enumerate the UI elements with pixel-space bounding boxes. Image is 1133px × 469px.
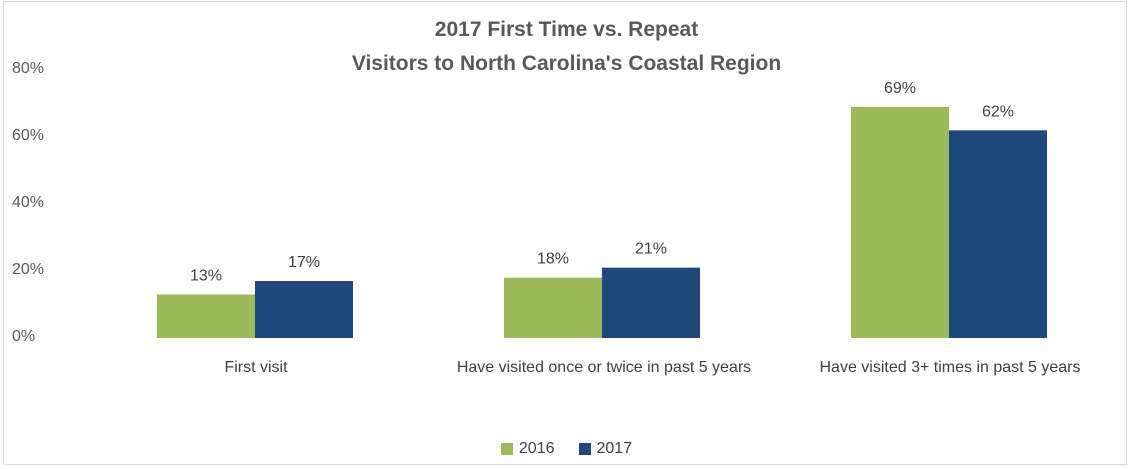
y-tick-label: 0% <box>12 328 36 345</box>
legend-swatch-2016 <box>500 443 513 455</box>
legend-swatch-2017 <box>578 443 591 455</box>
legend-item-2016: 2016 <box>500 440 555 458</box>
legend-label-2017: 2017 <box>596 440 633 457</box>
chart-legend: 2016 2017 <box>0 440 1133 458</box>
x-category-label: Have visited 3+ times in past 5 years <box>819 359 1081 376</box>
y-tick-label: 20% <box>12 261 45 278</box>
chart-title-line1: 2017 First Time vs. Repeat <box>434 18 699 41</box>
y-tick-label: 60% <box>12 127 45 144</box>
chart-title-line2: Visitors to North Carolina's Coastal Reg… <box>351 52 782 75</box>
legend-item-2017: 2017 <box>578 440 633 458</box>
legend-label-2016: 2016 <box>518 440 555 457</box>
x-category-label: First visit <box>224 359 288 376</box>
y-tick-label: 40% <box>12 194 45 211</box>
x-category-label: Have visited once or twice in past 5 yea… <box>456 359 752 376</box>
y-tick-label: 80% <box>12 60 45 77</box>
